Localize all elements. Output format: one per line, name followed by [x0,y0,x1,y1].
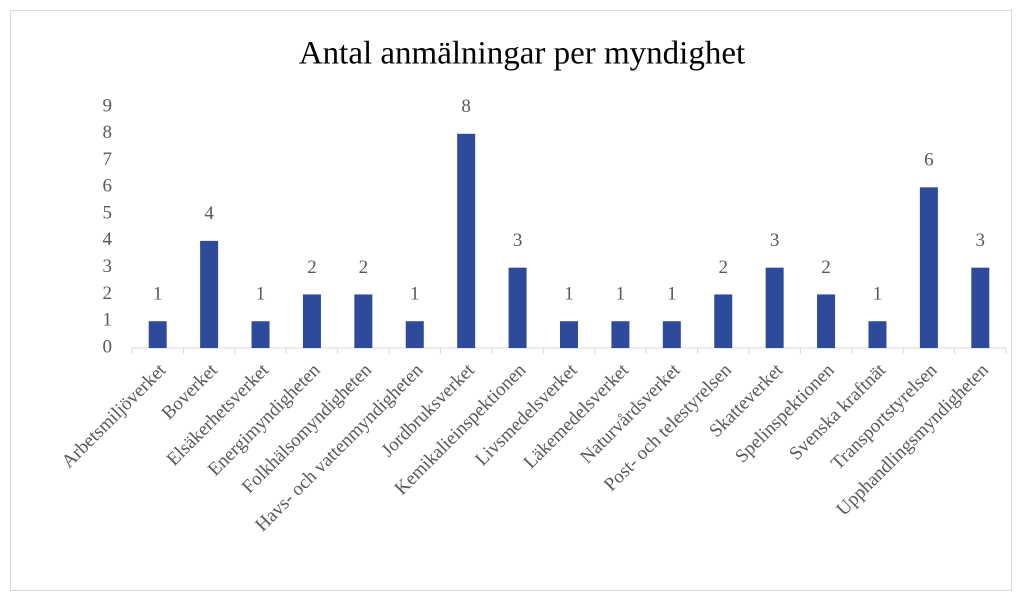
y-tick-label: 6 [103,176,113,197]
bar [714,294,733,348]
bar [611,321,630,348]
y-tick-label: 4 [103,229,113,250]
bar [200,240,219,348]
data-label: 1 [667,284,677,305]
bar [148,321,167,348]
bar [508,267,527,348]
bar [765,267,784,348]
bar [662,321,681,348]
y-tick-label: 0 [103,336,113,357]
y-tick-label: 8 [103,122,113,143]
y-tick-label: 2 [103,283,113,304]
bar [919,187,938,348]
data-label: 4 [204,203,214,224]
data-label: 2 [307,257,317,278]
bar [354,294,373,348]
data-label: 3 [976,230,986,251]
data-label: 2 [821,257,831,278]
data-label: 1 [564,284,574,305]
data-label: 2 [718,257,728,278]
y-tick-label: 5 [103,202,113,223]
bar [251,321,270,348]
bar [560,321,578,348]
data-label: 8 [461,96,471,117]
data-label: 2 [359,257,369,278]
data-label: 1 [410,284,420,305]
bar [971,267,990,348]
y-tick-label: 3 [103,256,113,277]
y-tick-label: 7 [103,149,113,170]
data-label: 1 [616,284,626,305]
data-label: 3 [513,230,523,251]
chart-title: Antal anmälningar per myndighet [299,36,745,72]
bar [868,321,887,348]
data-label: 1 [153,284,163,305]
y-tick-label: 9 [103,95,113,116]
data-label: 3 [770,230,780,251]
bar [457,133,476,348]
data-label: 1 [873,284,883,305]
y-tick-label: 1 [103,310,113,331]
bar [302,294,321,348]
bar [405,321,424,348]
data-label: 1 [256,284,266,305]
data-label: 6 [924,150,934,171]
bar [817,294,836,348]
